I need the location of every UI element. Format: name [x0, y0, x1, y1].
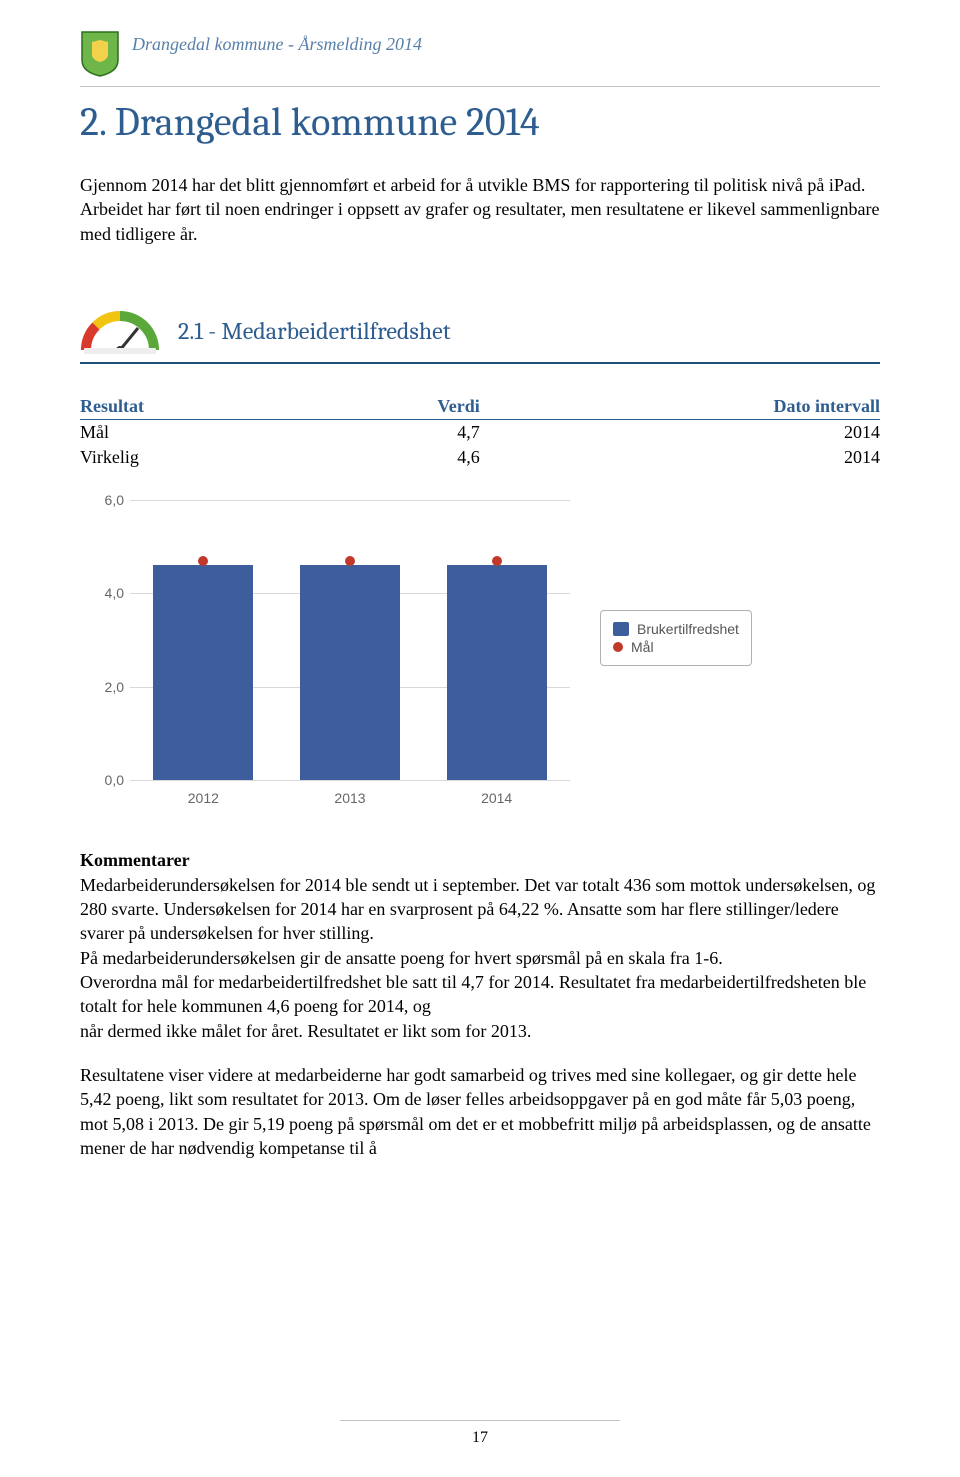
cell-date: 2014 — [480, 445, 880, 470]
legend-label-mark: Mål — [631, 639, 654, 655]
page-title: 2. Drangedal kommune 2014 — [80, 99, 880, 145]
cell-date: 2014 — [480, 419, 880, 445]
result-table: Resultat Verdi Dato intervall Mål 4,7 20… — [80, 394, 880, 470]
chart-bar — [153, 565, 253, 780]
chart-bar — [300, 565, 400, 780]
legend-swatch-mark — [613, 642, 623, 652]
cell-label: Virkelig — [80, 445, 321, 470]
header-rule — [80, 86, 880, 87]
chart-target-mark — [492, 556, 502, 566]
y-axis-label: 6,0 — [94, 492, 124, 508]
intro-paragraph: Gjennom 2014 har det blitt gjennomført e… — [80, 173, 880, 246]
chart-target-mark — [345, 556, 355, 566]
page-footer: 17 — [80, 1420, 880, 1447]
header-org-text: Drangedal kommune - Årsmelding 2014 — [132, 30, 422, 55]
chart-bar — [447, 565, 547, 780]
section-header: 2.1 - Medarbeidertilfredshet — [80, 306, 880, 364]
page-number: 17 — [80, 1429, 880, 1447]
cell-value: 4,7 — [321, 419, 480, 445]
table-row: Mål 4,7 2014 — [80, 419, 880, 445]
table-row: Virkelig 4,6 2014 — [80, 445, 880, 470]
comments-paragraph-2: Resultatene viser videre at medarbeidern… — [80, 1063, 880, 1160]
comments-paragraph-1: Medarbeiderundersøkelsen for 2014 ble se… — [80, 873, 880, 1043]
shield-icon — [80, 30, 120, 78]
gauge-icon — [80, 306, 160, 356]
footer-rule — [340, 1420, 620, 1421]
table-header-resultat: Resultat — [80, 394, 321, 420]
chart-legend: Brukertilfredshet Mål — [600, 610, 752, 666]
table-header-verdi: Verdi — [321, 394, 480, 420]
chart-target-mark — [198, 556, 208, 566]
x-axis-label: 2013 — [300, 790, 400, 806]
x-axis-label: 2012 — [153, 790, 253, 806]
y-axis-label: 0,0 — [94, 772, 124, 788]
legend-swatch-bar — [613, 622, 629, 636]
x-axis-label: 2014 — [447, 790, 547, 806]
section-title: 2.1 - Medarbeidertilfredshet — [178, 317, 451, 345]
page-header: Drangedal kommune - Årsmelding 2014 — [80, 30, 880, 78]
cell-label: Mål — [80, 419, 321, 445]
y-axis-label: 2,0 — [94, 679, 124, 695]
y-axis-label: 4,0 — [94, 585, 124, 601]
comments-heading: Kommentarer — [80, 850, 880, 871]
bar-chart: 0,0 2,0 4,0 6,0 2012 2013 2014 Brukertilfredsh… — [80, 490, 800, 810]
cell-value: 4,6 — [321, 445, 480, 470]
table-header-dato: Dato intervall — [480, 394, 880, 420]
legend-label-bar: Brukertilfredshet — [637, 621, 739, 637]
